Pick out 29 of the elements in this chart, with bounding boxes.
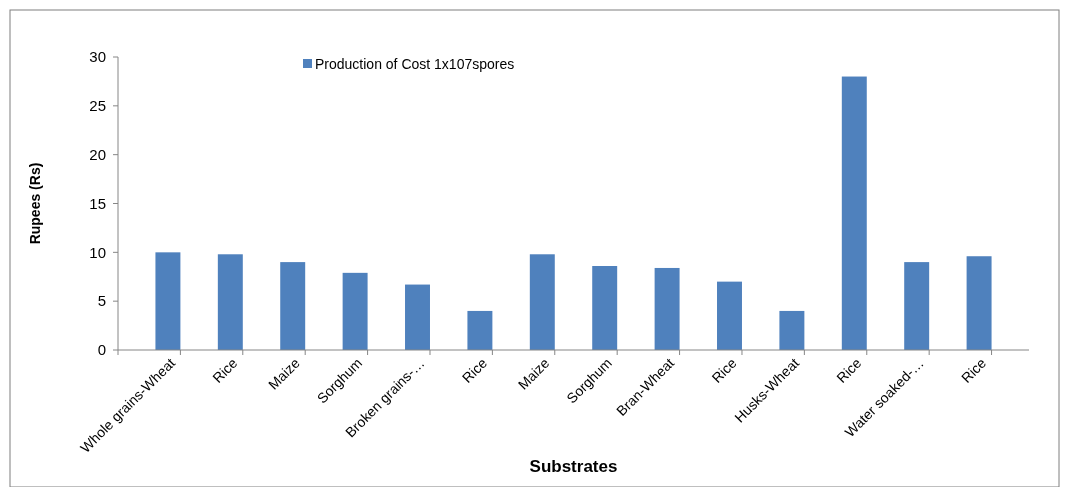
legend-label: Production of Cost 1x107spores (315, 55, 515, 72)
bar (841, 76, 867, 350)
y-axis-title: Rupees (Rs) (27, 162, 43, 245)
y-tick-label: 30 (89, 48, 106, 66)
bar (342, 272, 368, 350)
bar (717, 281, 742, 350)
bar (280, 262, 306, 350)
x-axis-title: Substrates (529, 457, 618, 476)
x-tick-label: Rice (833, 354, 865, 386)
bar (155, 252, 181, 350)
bar (405, 284, 430, 350)
bar (592, 266, 618, 350)
bar (654, 267, 680, 350)
y-tick-label: 25 (89, 97, 106, 115)
x-tick-label: Rice (209, 354, 241, 386)
y-tick-label: 15 (89, 194, 106, 212)
y-tick-label: 10 (89, 243, 106, 261)
y-tick-label: 5 (97, 292, 106, 310)
x-tick-label: Rice (458, 354, 491, 386)
bar (217, 254, 243, 350)
bar (966, 256, 992, 350)
y-tick-label: 0 (97, 341, 106, 359)
y-tick-label: 20 (89, 145, 106, 163)
x-tick-label: Rice (708, 354, 740, 386)
x-tick-label: Rice (958, 354, 990, 386)
bar (779, 310, 805, 350)
bar (529, 254, 555, 350)
bar (467, 310, 493, 350)
bar (904, 262, 930, 350)
